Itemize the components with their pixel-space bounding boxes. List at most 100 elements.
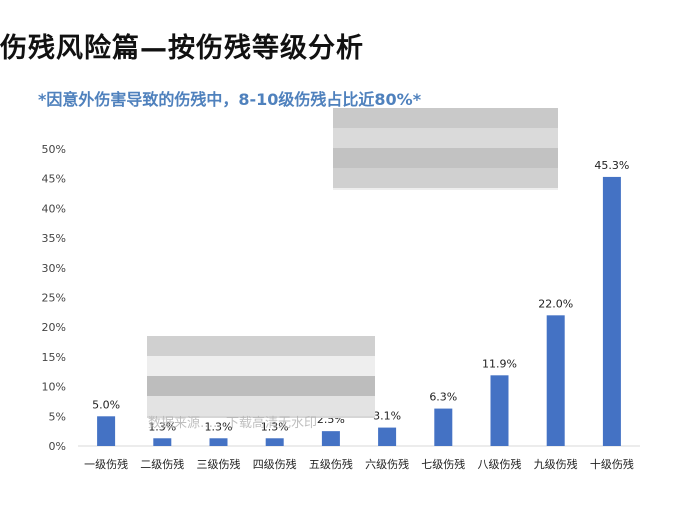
mosaic-pixel <box>513 188 533 190</box>
mosaic-pixel <box>247 336 267 356</box>
mosaic-pixel <box>347 356 367 376</box>
mosaic-pixel <box>207 336 227 356</box>
mosaic-pixel <box>533 108 553 128</box>
y-axis-ticks: 0% 5% 10% 15% 20% 25% 30% 35% 40% 45% 50% <box>42 143 66 453</box>
mosaic-pixel <box>147 416 167 418</box>
mosaic-pixel <box>327 376 347 396</box>
mosaic-pixel <box>333 168 353 188</box>
mosaic-pixel <box>267 376 287 396</box>
mosaic-pixel <box>347 336 367 356</box>
mosaic-pixel <box>367 376 375 396</box>
mosaic-pixel <box>493 188 513 190</box>
y-tick-label: 50% <box>42 143 66 156</box>
mosaic-pixel <box>393 128 413 148</box>
mosaic-pixel <box>287 356 307 376</box>
data-label: 1.3% <box>261 420 289 433</box>
mosaic-pixel <box>433 168 453 188</box>
mosaic-pixel <box>267 336 287 356</box>
mosaic-pixel <box>473 168 493 188</box>
mosaic-pixel <box>533 128 553 148</box>
mosaic-pixel <box>267 416 287 418</box>
data-label: 1.3% <box>205 420 233 433</box>
y-tick-label: 25% <box>42 292 66 305</box>
category-label: 一级伤残 <box>84 457 128 471</box>
mosaic-pixel <box>473 128 493 148</box>
mosaic-pixel <box>513 148 533 168</box>
data-label: 6.3% <box>429 391 457 404</box>
mosaic-pixel <box>353 168 373 188</box>
mosaic-pixel <box>327 416 347 418</box>
y-tick-label: 35% <box>42 232 66 245</box>
mosaic-pixel <box>453 148 473 168</box>
mosaic-pixel <box>433 128 453 148</box>
mosaic-pixel <box>353 128 373 148</box>
bar <box>378 427 397 446</box>
mosaic-pixel <box>533 168 553 188</box>
bar <box>602 176 621 446</box>
mosaic-pixel <box>553 188 558 190</box>
watermark-text: 数据来源……下载高清无水印 <box>148 416 318 431</box>
mosaic-pixel <box>453 128 473 148</box>
data-label: 1.3% <box>148 420 176 433</box>
mosaic-pixel <box>353 108 373 128</box>
y-tick-label: 30% <box>42 262 66 275</box>
category-label: 二级伤残 <box>140 457 184 471</box>
bar-series <box>97 176 621 446</box>
mosaic-pixel <box>353 148 373 168</box>
mosaic-pixel <box>347 416 367 418</box>
mosaic-pixel <box>493 128 513 148</box>
mosaic-pixel <box>413 108 433 128</box>
bar <box>490 375 509 446</box>
mosaic-pixel <box>367 396 375 416</box>
data-label: 11.9% <box>482 357 517 370</box>
category-label: 三级伤残 <box>197 457 241 471</box>
mosaic-pixel <box>167 416 187 418</box>
bar <box>546 315 565 446</box>
mosaic-pixel <box>413 168 433 188</box>
y-tick-label: 45% <box>42 173 66 186</box>
mosaic-pixel <box>167 376 187 396</box>
mosaic-pixel <box>513 168 533 188</box>
mosaic-pixel <box>493 168 513 188</box>
mosaic-pixel <box>287 336 307 356</box>
mosaic-pixel <box>373 168 393 188</box>
category-labels: 一级伤残 二级伤残 三级伤残 四级伤残 五级伤残 六级伤残 七级伤残 八级伤残 九级伤残 十级伤残 <box>84 457 634 471</box>
y-tick-label: 40% <box>42 202 66 215</box>
mosaic-pixel <box>433 108 453 128</box>
blurred-region <box>333 108 558 190</box>
mosaic-pixel <box>533 188 553 190</box>
mosaic-pixel <box>147 336 167 356</box>
data-labels: 5.0%1.3% 1.3% 1.3%2.5% 3.1%6.3%11.9%22.0%45… <box>92 159 629 433</box>
mosaic-pixel <box>327 396 347 416</box>
mosaic-pixel <box>307 416 327 418</box>
mosaic-pixel <box>553 168 558 188</box>
mosaic-pixel <box>327 356 347 376</box>
mosaic-pixel <box>307 396 327 416</box>
mosaic-pixel <box>433 188 453 190</box>
mosaic-pixel <box>227 376 247 396</box>
category-label: 五级伤残 <box>309 457 353 471</box>
mosaic-pixel <box>187 336 207 356</box>
mosaic-pixel <box>267 396 287 416</box>
mosaic-pixel <box>473 148 493 168</box>
bar <box>434 408 453 446</box>
bar <box>321 431 340 446</box>
mosaic-pixel <box>307 336 327 356</box>
mosaic-pixel <box>247 356 267 376</box>
mosaic-pixel <box>347 376 367 396</box>
mosaic-pixel <box>367 356 375 376</box>
bar <box>97 416 116 446</box>
mosaic-pixel <box>373 108 393 128</box>
data-label: 3.1% <box>373 410 401 423</box>
bar <box>209 438 228 446</box>
mosaic-pixel <box>287 416 307 418</box>
mosaic-pixel <box>393 168 413 188</box>
data-label: 45.3% <box>594 159 629 172</box>
mosaic-pixel <box>167 336 187 356</box>
mosaic-pixel <box>147 356 167 376</box>
blurred-region <box>147 336 375 418</box>
mosaic-pixel <box>227 396 247 416</box>
mosaic-pixel <box>393 108 413 128</box>
data-label: 5.0% <box>92 398 120 411</box>
